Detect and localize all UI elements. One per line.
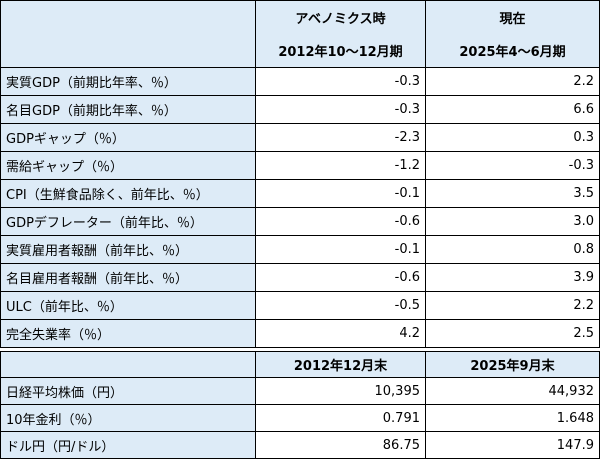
- table-row: 実質GDP（前期比年率、％） -0.3 2.2: [0, 67, 600, 96]
- row-label: 10年金利（％）: [0, 404, 256, 432]
- column-header: アベノミクス時: [255, 0, 426, 34]
- row-label: 名目雇用者報酬（前年比、％）: [0, 263, 256, 292]
- value-cell: -0.1: [255, 235, 426, 264]
- row-label: 名目GDP（前期比年率、％）: [0, 95, 256, 124]
- value-cell: -0.3: [255, 67, 426, 96]
- table-row: 完全失業率（％） 4.2 2.5: [0, 319, 600, 348]
- value-cell: -0.3: [255, 95, 426, 124]
- row-label: 実質GDP（前期比年率、％）: [0, 67, 256, 96]
- value-cell: -0.3: [425, 151, 600, 180]
- value-cell: 3.9: [425, 263, 600, 292]
- table-row: 10年金利（％） 0.791 1.648: [0, 404, 600, 432]
- column-header: 2025年9月末: [425, 351, 600, 378]
- table-row: 実質雇用者報酬（前年比、％） -0.1 0.8: [0, 235, 600, 264]
- column-header: 現在: [425, 0, 600, 34]
- period-header: 2025年4～6月期: [425, 34, 600, 68]
- corner-cell: [0, 351, 256, 378]
- table-row: 需給ギャップ（％） -1.2 -0.3: [0, 151, 600, 180]
- value-cell: 10,395: [255, 377, 426, 405]
- indicator-table: アベノミクス時 現在 2012年10～12月期 2025年4～6月期 実質GDP…: [0, 0, 600, 348]
- market-table: 2012年12月末 2025年9月末 日経平均株価（円） 10,395 44,932…: [0, 351, 600, 459]
- value-cell: 0.791: [255, 404, 426, 432]
- row-label: GDPギャップ（％）: [0, 123, 256, 152]
- value-cell: 0.8: [425, 235, 600, 264]
- table-row: CPI（生鮮食品除く、前年比、％） -0.1 3.5: [0, 179, 600, 208]
- row-label: 実質雇用者報酬（前年比、％）: [0, 235, 256, 264]
- row-label: 需給ギャップ（％）: [0, 151, 256, 180]
- value-cell: 3.5: [425, 179, 600, 208]
- row-label: CPI（生鮮食品除く、前年比、％）: [0, 179, 256, 208]
- table-row: GDPデフレーター（前年比、％） -0.6 3.0: [0, 207, 600, 236]
- value-cell: -0.6: [255, 207, 426, 236]
- column-header: 2012年12月末: [255, 351, 426, 378]
- value-cell: 2.2: [425, 67, 600, 96]
- table-row: ドル円（円/ドル） 86.75 147.9: [0, 431, 600, 459]
- table-row: GDPギャップ（％） -2.3 0.3: [0, 123, 600, 152]
- row-label: ULC（前年比、％）: [0, 291, 256, 320]
- table-row: 名目GDP（前期比年率、％） -0.3 6.6: [0, 95, 600, 124]
- value-cell: -0.5: [255, 291, 426, 320]
- value-cell: 147.9: [425, 431, 600, 459]
- value-cell: 2.5: [425, 319, 600, 348]
- value-cell: 86.75: [255, 431, 426, 459]
- value-cell: 44,932: [425, 377, 600, 405]
- value-cell: 0.3: [425, 123, 600, 152]
- row-label: GDPデフレーター（前年比、％）: [0, 207, 256, 236]
- value-cell: 3.0: [425, 207, 600, 236]
- value-cell: 4.2: [255, 319, 426, 348]
- value-cell: -0.6: [255, 263, 426, 292]
- value-cell: -1.2: [255, 151, 426, 180]
- table-row: 名目雇用者報酬（前年比、％） -0.6 3.9: [0, 263, 600, 292]
- row-label: 日経平均株価（円）: [0, 377, 256, 405]
- table-row: 日経平均株価（円） 10,395 44,932: [0, 377, 600, 405]
- value-cell: 2.2: [425, 291, 600, 320]
- row-label: ドル円（円/ドル）: [0, 431, 256, 459]
- value-cell: 1.648: [425, 404, 600, 432]
- value-cell: 6.6: [425, 95, 600, 124]
- corner-cell: [0, 0, 256, 68]
- value-cell: -2.3: [255, 123, 426, 152]
- period-header: 2012年10～12月期: [255, 34, 426, 68]
- table-row: ULC（前年比、％） -0.5 2.2: [0, 291, 600, 320]
- value-cell: -0.1: [255, 179, 426, 208]
- row-label: 完全失業率（％）: [0, 319, 256, 348]
